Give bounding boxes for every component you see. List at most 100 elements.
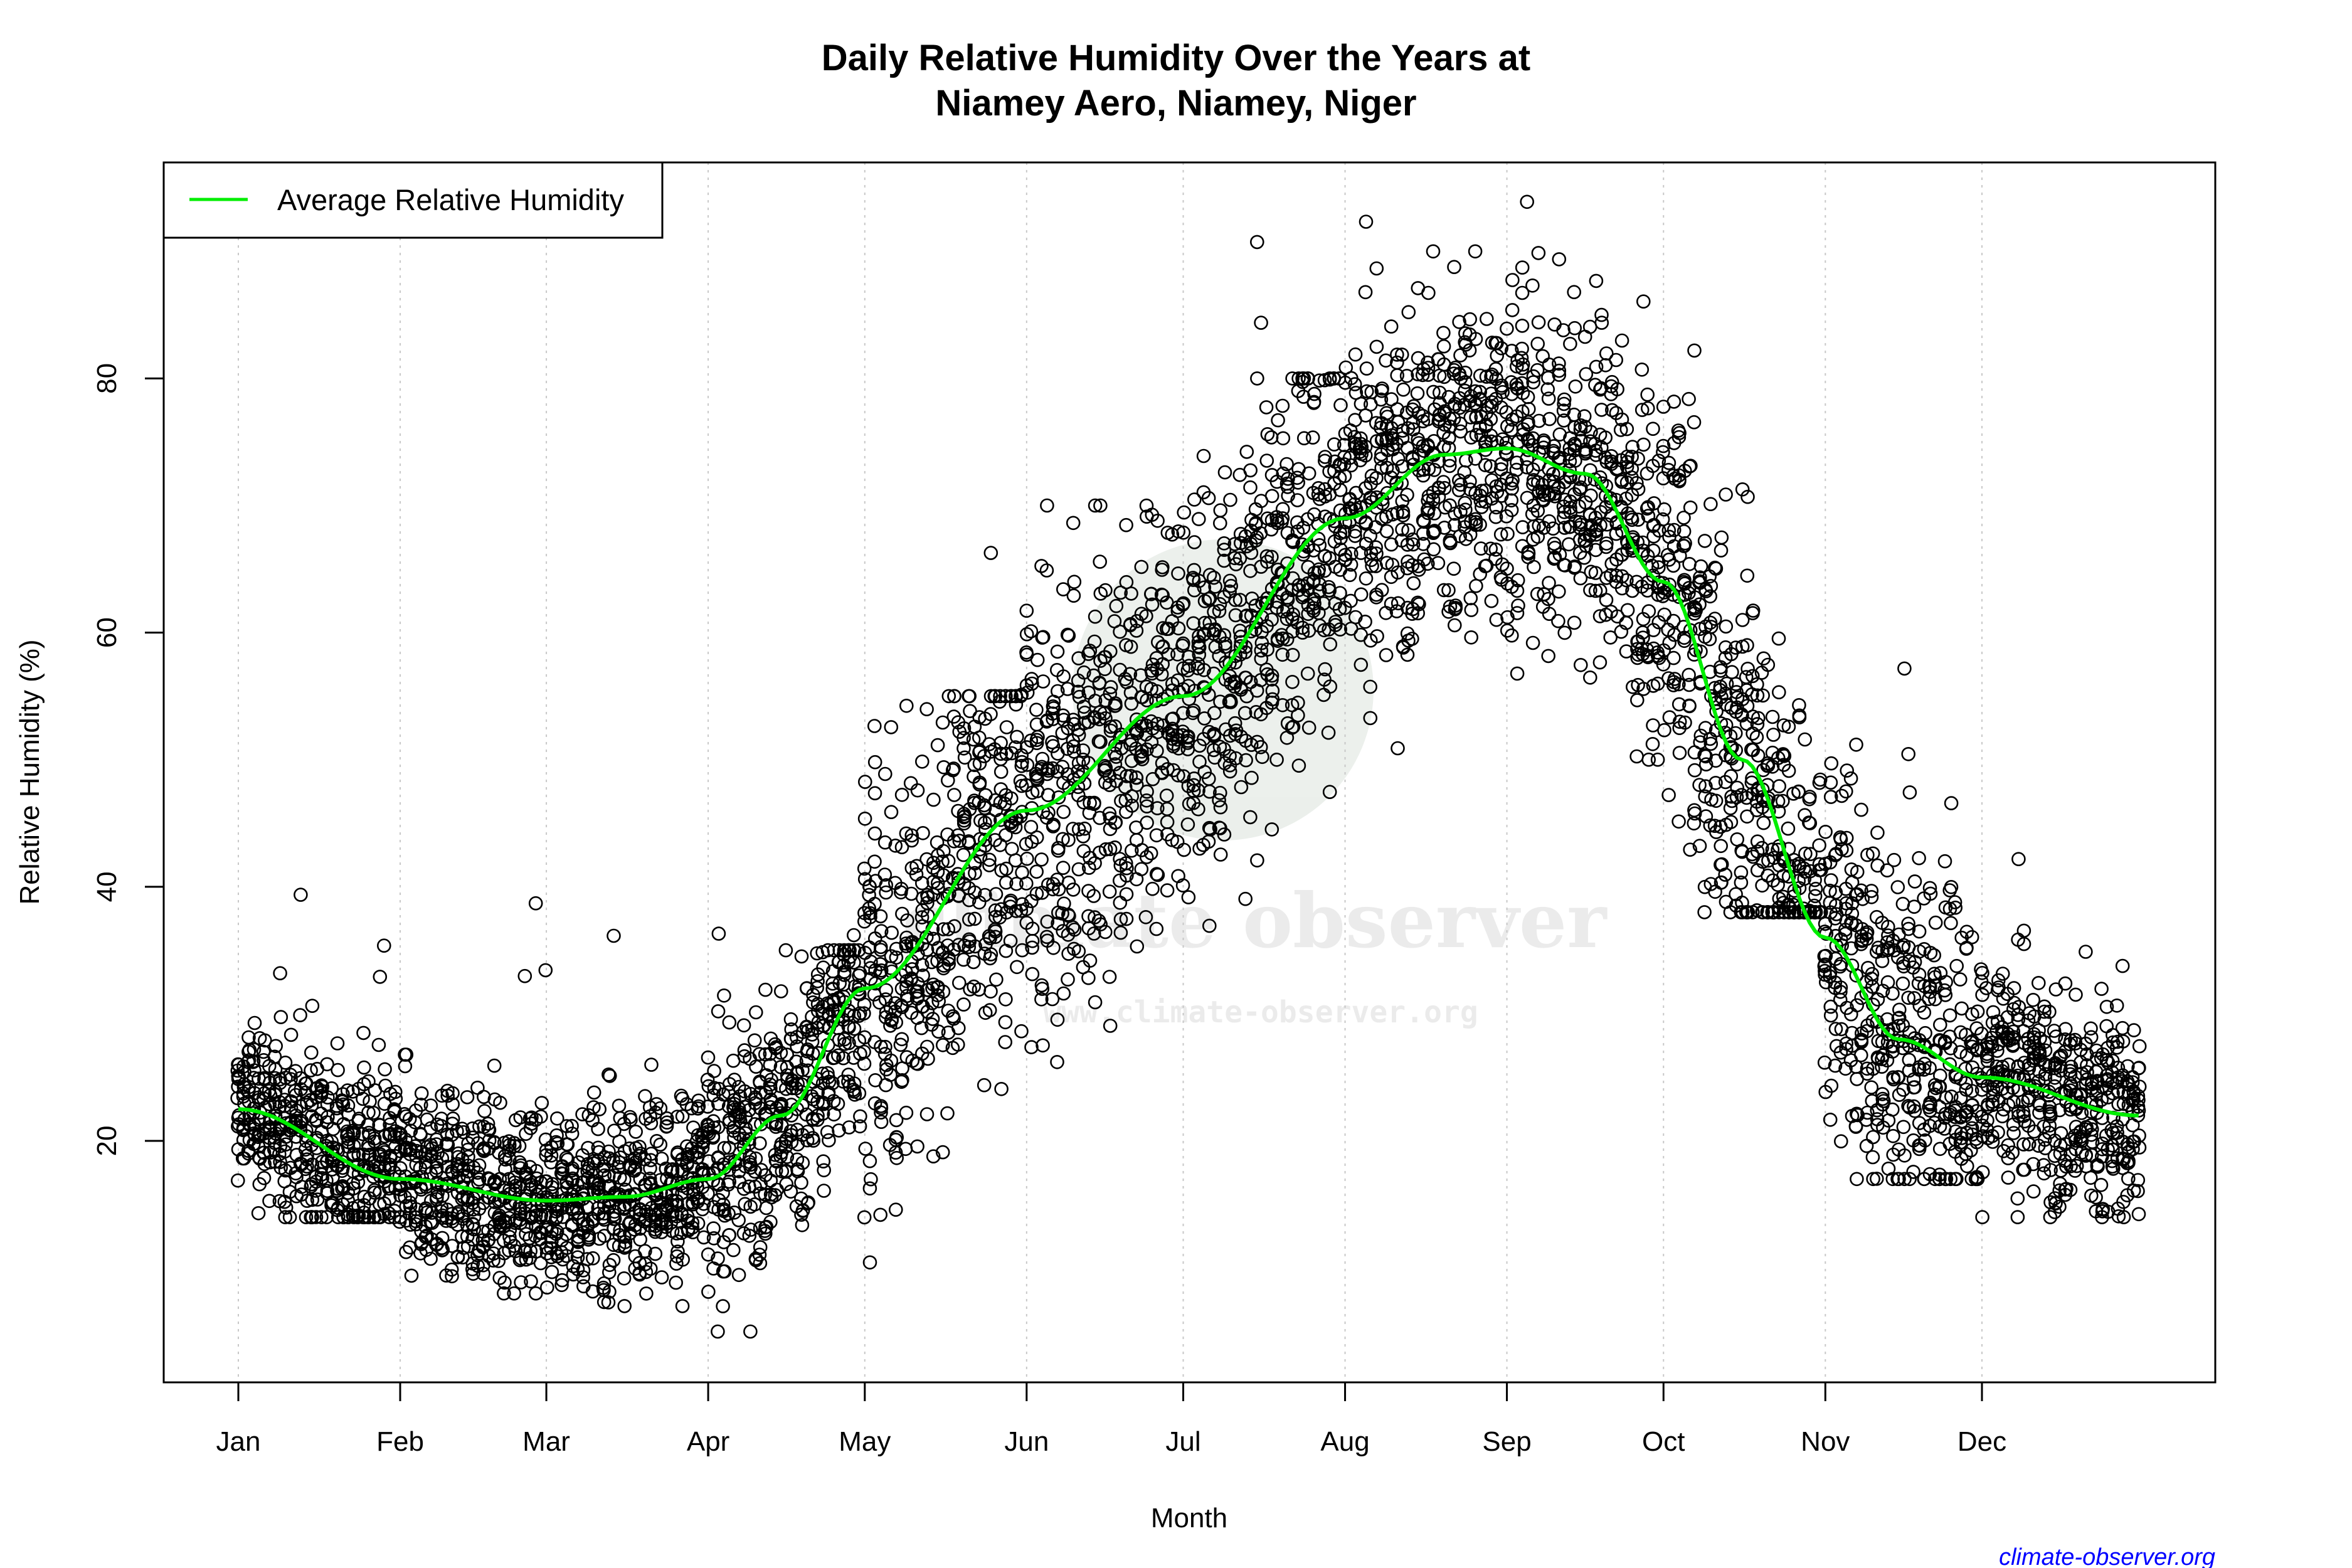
data-point — [1327, 514, 1342, 529]
data-point — [936, 984, 951, 999]
data-point — [1901, 921, 1916, 936]
data-point — [592, 1102, 607, 1116]
data-point — [1213, 516, 1227, 531]
data-point — [1061, 908, 1076, 922]
data-point — [497, 1286, 511, 1301]
data-point — [2016, 1137, 2031, 1152]
data-point — [1526, 532, 1540, 547]
data-point — [1682, 556, 1697, 571]
data-point — [867, 854, 882, 869]
data-point — [517, 968, 532, 983]
data-point — [1483, 459, 1498, 474]
data-point — [1850, 864, 1865, 879]
data-point — [2006, 1126, 2021, 1140]
data-point — [1103, 644, 1118, 659]
data-point — [1285, 611, 1300, 626]
data-point — [1907, 874, 1922, 889]
data-point — [1400, 647, 1415, 662]
data-point — [1540, 382, 1555, 397]
data-point — [1532, 413, 1547, 428]
data-point — [466, 1266, 480, 1281]
data-point — [1010, 960, 1024, 975]
data-point — [1708, 776, 1723, 790]
data-point — [731, 1101, 746, 1116]
data-point — [1056, 861, 1071, 875]
data-point — [1437, 521, 1452, 535]
data-point — [1316, 596, 1331, 611]
data-point — [1468, 517, 1483, 532]
data-point — [430, 1146, 445, 1160]
data-point — [941, 956, 956, 971]
data-point — [1579, 367, 1594, 381]
data-point — [1666, 558, 1681, 573]
data-point — [1594, 403, 1609, 417]
data-point — [994, 1082, 1009, 1096]
data-point — [1436, 339, 1451, 354]
data-point — [1541, 591, 1555, 607]
data-point — [477, 1089, 491, 1104]
data-point — [2038, 1043, 2053, 1058]
data-point — [930, 738, 945, 753]
data-point — [1875, 1087, 1890, 1101]
data-point — [445, 1097, 460, 1111]
data-point — [1563, 501, 1577, 516]
data-point — [356, 1091, 370, 1106]
data-point — [602, 1285, 617, 1299]
data-point — [722, 1228, 737, 1242]
data-point — [1187, 492, 1202, 507]
data-point — [512, 1138, 527, 1153]
data-point — [1145, 597, 1160, 612]
data-point — [1640, 642, 1655, 657]
data-point — [1864, 972, 1879, 986]
data-point — [665, 1193, 679, 1208]
data-point — [1207, 729, 1221, 744]
data-point — [910, 1139, 924, 1154]
data-point — [857, 861, 872, 876]
data-point — [1103, 719, 1118, 734]
data-point — [1271, 413, 1285, 428]
data-point — [1265, 684, 1280, 698]
data-point — [1682, 667, 1696, 682]
data-point — [961, 940, 977, 955]
data-point — [1391, 415, 1406, 430]
data-point — [1406, 537, 1421, 552]
data-point — [304, 1109, 319, 1124]
data-point — [947, 788, 961, 802]
data-point — [1291, 475, 1305, 490]
data-point — [246, 1071, 261, 1085]
data-point — [1803, 790, 1817, 804]
data-point — [727, 1073, 742, 1087]
data-point — [1875, 983, 1890, 999]
data-point — [1275, 398, 1290, 413]
data-point — [1525, 635, 1540, 650]
data-point — [989, 972, 1004, 987]
data-point — [1260, 426, 1275, 442]
data-point — [1097, 706, 1111, 721]
data-point — [1886, 1070, 1900, 1085]
data-point — [1896, 1120, 1911, 1135]
data-point — [1860, 925, 1875, 940]
data-point — [857, 1044, 871, 1059]
data-point — [1636, 682, 1651, 696]
data-point — [1798, 732, 1812, 747]
data-point — [675, 1253, 690, 1267]
data-point — [711, 1324, 725, 1339]
data-point — [1307, 386, 1322, 401]
data-point — [1672, 746, 1687, 760]
data-point — [1818, 948, 1833, 963]
data-point — [1959, 924, 1974, 939]
data-point — [1212, 793, 1226, 808]
data-point — [507, 1286, 522, 1301]
data-point — [1134, 559, 1149, 575]
data-point — [743, 1222, 758, 1237]
data-point — [1140, 784, 1154, 799]
data-point — [1656, 445, 1670, 460]
data-point — [1029, 702, 1044, 717]
data-point — [1421, 556, 1435, 571]
data-point — [1421, 361, 1436, 375]
data-point — [2006, 981, 2021, 995]
data-point — [549, 1128, 564, 1143]
data-point — [1631, 451, 1645, 466]
data-point — [1353, 396, 1369, 411]
data-point — [1792, 710, 1807, 724]
